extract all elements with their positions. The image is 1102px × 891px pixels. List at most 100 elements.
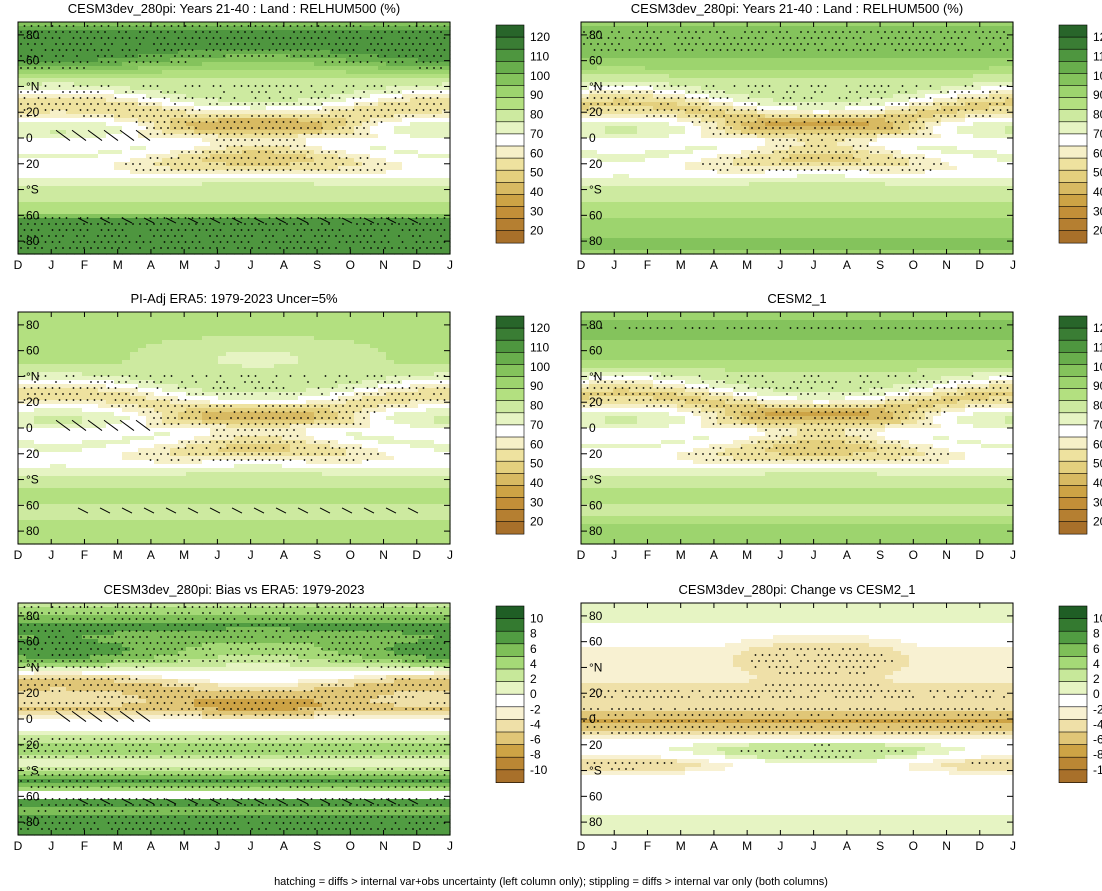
heatmap-cell (98, 78, 107, 83)
heatmap-cell (218, 210, 227, 215)
stipple-dot (90, 115, 92, 117)
stipple-dot (262, 145, 264, 147)
stipple-dot (160, 43, 162, 45)
heatmap-cell (581, 74, 590, 79)
heatmap-cell (621, 118, 630, 123)
stipple-dot (346, 37, 348, 39)
heatmap-cell (98, 154, 107, 159)
stipple-dot (143, 109, 145, 111)
stipple-dot (381, 169, 383, 171)
heatmap-cell (589, 222, 598, 227)
heatmap-cell (637, 202, 646, 207)
heatmap-cell (330, 186, 339, 191)
heatmap-cell (50, 34, 59, 39)
heatmap-cell (621, 22, 630, 27)
stipple-dot (234, 85, 236, 87)
panel-title: CESM3dev_280pi: Years 21-40 : Land : REL… (68, 1, 400, 16)
stipple-dot (384, 91, 386, 93)
stipple-dot (62, 55, 64, 57)
heatmap-cell (26, 126, 35, 131)
heatmap-cell (82, 110, 91, 115)
heatmap-cell (26, 70, 35, 75)
heatmap-cell (597, 70, 606, 75)
stipple-dot (405, 115, 407, 117)
stipple-dot (353, 169, 355, 171)
stipple-dot (248, 169, 250, 171)
heatmap-cell (242, 122, 251, 127)
heatmap-cell (178, 66, 187, 71)
heatmap-cell (402, 78, 411, 83)
stipple-dot (370, 31, 372, 33)
heatmap-cell (645, 166, 654, 171)
heatmap-cell (426, 82, 435, 87)
heatmap-cell (74, 178, 83, 183)
stipple-dot (304, 37, 306, 39)
stipple-dot (150, 109, 152, 111)
heatmap-cell (122, 78, 131, 83)
heatmap-cell (637, 122, 646, 127)
heatmap-cell (362, 130, 371, 135)
stipple-dot (255, 49, 257, 51)
heatmap-cell (645, 86, 654, 91)
heatmap-cell (162, 38, 171, 43)
heatmap-cell (637, 198, 646, 203)
heatmap-cell (653, 202, 662, 207)
heatmap-cell (250, 38, 259, 43)
heatmap-cell (42, 154, 51, 159)
stipple-dot (206, 25, 208, 27)
heatmap-cell (434, 166, 443, 171)
stipple-dot (342, 127, 344, 129)
heatmap-cell (354, 194, 363, 199)
heatmap-cell (322, 178, 331, 183)
stipple-dot (244, 43, 246, 45)
heatmap-cell (597, 22, 606, 27)
heatmap-cell (442, 154, 451, 159)
stipple-dot (346, 241, 348, 243)
heatmap-cell (362, 54, 371, 59)
heatmap-cell (202, 242, 211, 247)
heatmap-cell (386, 198, 395, 203)
heatmap-cell (106, 74, 115, 79)
heatmap-cell (645, 246, 654, 251)
heatmap-cell (106, 62, 115, 67)
heatmap-cell (613, 114, 622, 119)
heatmap-cell (322, 242, 331, 247)
heatmap-cell (621, 170, 630, 175)
heatmap-cell (394, 162, 403, 167)
stipple-dot (27, 223, 29, 225)
heatmap-cell (629, 54, 638, 59)
heatmap-cell (274, 214, 283, 219)
heatmap-cell (322, 66, 331, 71)
stipple-dot (167, 43, 169, 45)
heatmap-cell (306, 130, 315, 135)
stipple-dot (412, 235, 414, 237)
heatmap-cell (18, 98, 27, 103)
stipple-dot (55, 235, 57, 237)
heatmap-cell (210, 110, 219, 115)
heatmap-cell (82, 26, 91, 31)
heatmap-cell (50, 90, 59, 95)
colorbar-swatch (496, 98, 524, 110)
stipple-dot (220, 97, 222, 99)
stipple-dot (139, 43, 141, 45)
stipple-dot (430, 229, 432, 231)
heatmap-cell (346, 142, 355, 147)
heatmap-cell (645, 106, 654, 111)
heatmap-cell (90, 230, 99, 235)
stipple-dot (279, 247, 281, 249)
stipple-dot (258, 223, 260, 225)
heatmap-cell (394, 186, 403, 191)
stipple-dot (290, 217, 292, 219)
heatmap-cell (82, 86, 91, 91)
heatmap-cell (186, 126, 195, 131)
heatmap-cell (434, 62, 443, 67)
heatmap-cell (194, 230, 203, 235)
heatmap-cell (645, 142, 654, 147)
stipple-dot (283, 133, 285, 135)
heatmap-cell (226, 190, 235, 195)
stipple-dot (41, 103, 43, 105)
heatmap-cell (362, 150, 371, 155)
stipple-dot (164, 25, 166, 27)
stipple-dot (328, 235, 330, 237)
heatmap-cell (306, 66, 315, 71)
